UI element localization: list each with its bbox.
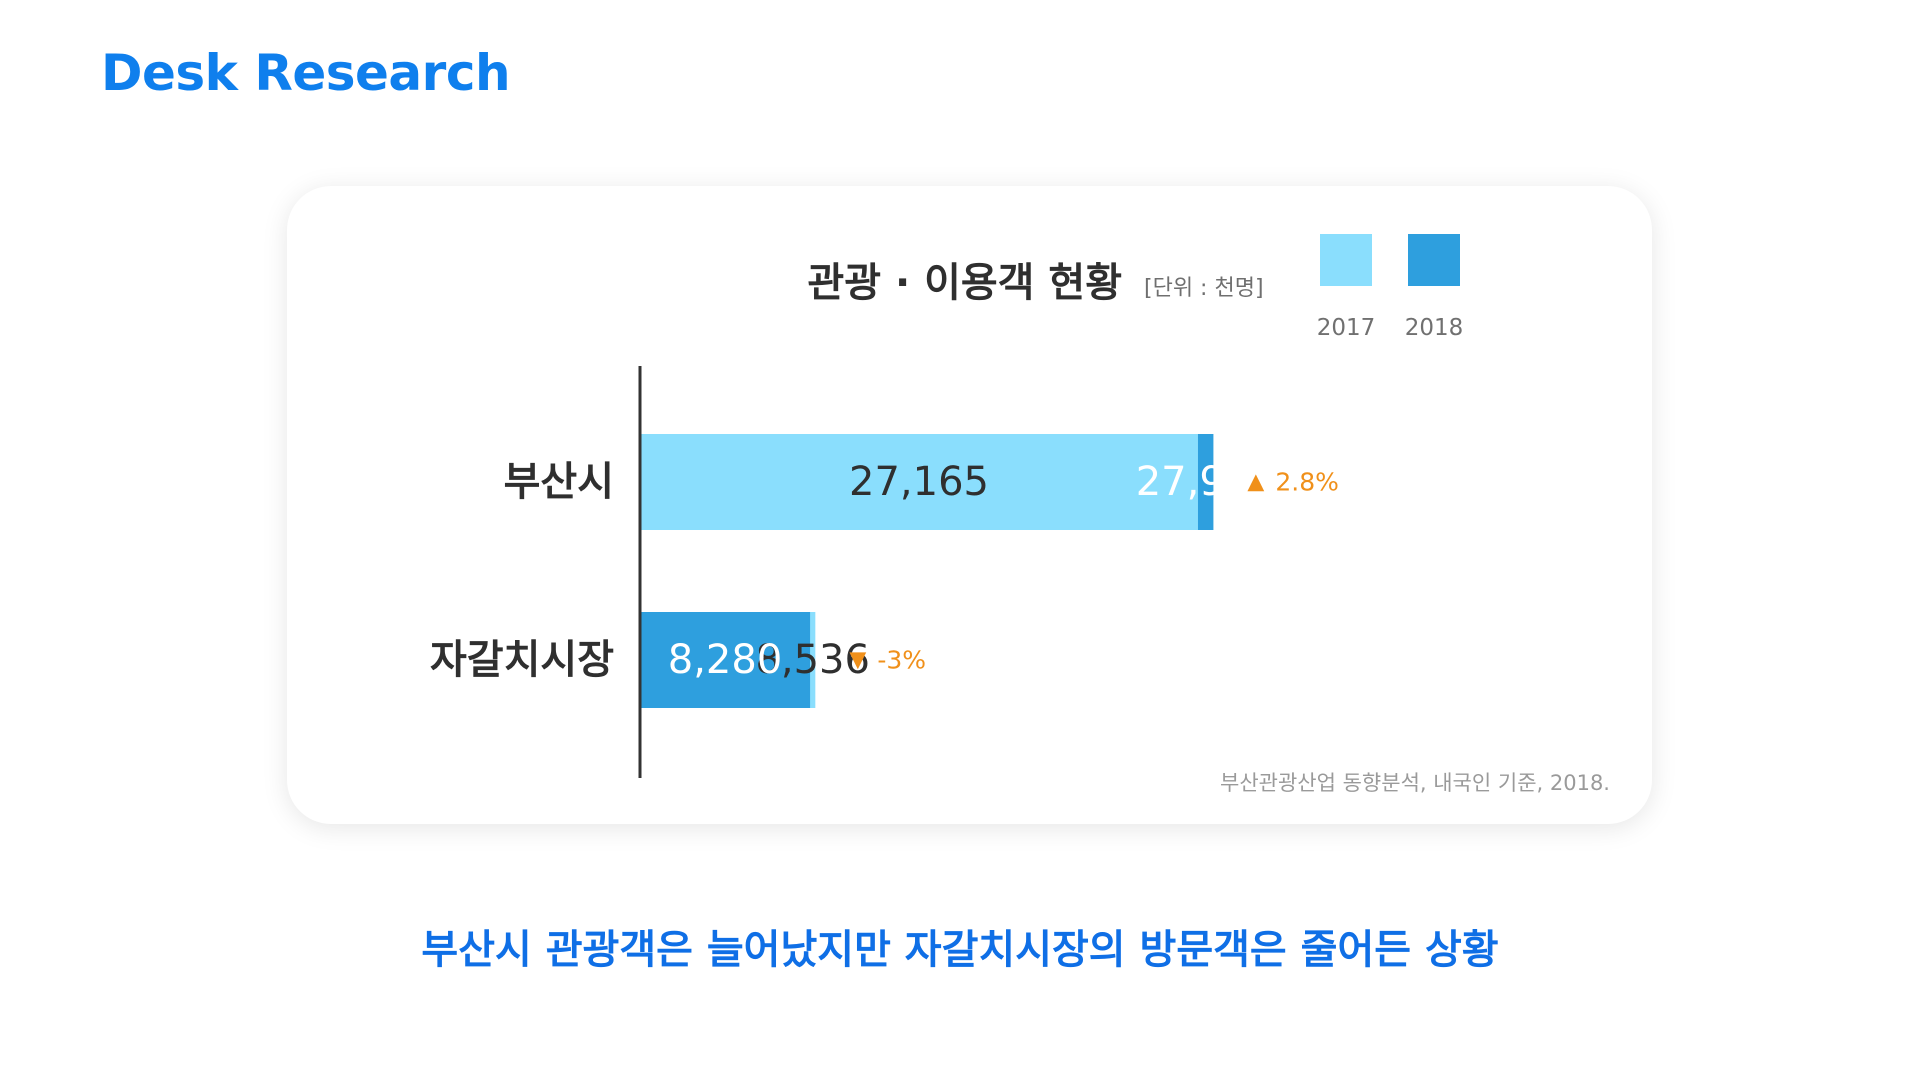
category-label: 자갈치시장	[430, 637, 614, 683]
chart-unit-label: [단위 : 천명]	[1144, 276, 1264, 301]
bar-value-label: 27,165	[849, 459, 989, 505]
bar-2017-busan	[640, 434, 1198, 530]
legend-swatch-2018	[1408, 234, 1460, 286]
source-note: 부산관광산업 동향분석, 내국인 기준, 2018.	[1220, 771, 1610, 795]
bar-value-label: 8,536	[755, 637, 870, 683]
legend-swatch-2017	[1320, 234, 1372, 286]
legend-label-2017: 2017	[1316, 315, 1376, 341]
legend-label-2018: 2018	[1404, 315, 1464, 341]
change-down-icon: ▼	[849, 648, 866, 673]
bar-value-label: 27,916	[1136, 459, 1276, 505]
change-label: 2.8%	[1275, 468, 1339, 497]
chart-title: 관광 · 이용객 현황	[807, 260, 1122, 306]
change-label: -3%	[877, 646, 926, 675]
change-up-icon: ▲	[1247, 470, 1264, 495]
bottom-caption: 부산시 관광객은 늘어났지만 자갈치시장의 방문객은 줄어든 상황	[421, 927, 1499, 973]
bar-value-label: 8,280	[668, 637, 783, 683]
page-title: Desk Research	[101, 44, 511, 102]
category-label: 부산시	[504, 459, 614, 505]
bar-2018-jagalchi	[640, 612, 811, 708]
